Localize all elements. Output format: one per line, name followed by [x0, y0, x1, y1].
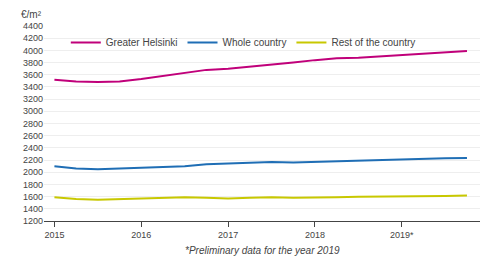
svg-text:*Preliminary data for the year: *Preliminary data for the year 2019: [185, 245, 340, 256]
svg-text:2018: 2018: [305, 230, 325, 240]
svg-text:2200: 2200: [23, 155, 43, 165]
svg-text:2016: 2016: [131, 230, 151, 240]
svg-text:3800: 3800: [23, 58, 43, 68]
svg-text:1400: 1400: [23, 204, 43, 214]
svg-text:1200: 1200: [23, 216, 43, 226]
svg-text:2019*: 2019*: [390, 230, 414, 240]
svg-text:Greater Helsinki: Greater Helsinki: [106, 37, 178, 48]
svg-text:2017: 2017: [218, 230, 238, 240]
svg-text:Rest of the country: Rest of the country: [331, 37, 415, 48]
svg-text:1600: 1600: [23, 192, 43, 202]
svg-text:4200: 4200: [23, 33, 43, 43]
svg-text:3200: 3200: [23, 94, 43, 104]
svg-text:3600: 3600: [23, 70, 43, 80]
svg-text:4400: 4400: [23, 21, 43, 31]
svg-text:€/m²: €/m²: [21, 9, 42, 20]
svg-text:3400: 3400: [23, 82, 43, 92]
svg-text:2015: 2015: [44, 230, 64, 240]
svg-text:2800: 2800: [23, 119, 43, 129]
svg-text:Whole country: Whole country: [223, 37, 287, 48]
svg-text:2600: 2600: [23, 131, 43, 141]
svg-text:4000: 4000: [23, 46, 43, 56]
svg-text:2400: 2400: [23, 143, 43, 153]
svg-text:2000: 2000: [23, 167, 43, 177]
svg-text:3000: 3000: [23, 106, 43, 116]
svg-text:1800: 1800: [23, 180, 43, 190]
